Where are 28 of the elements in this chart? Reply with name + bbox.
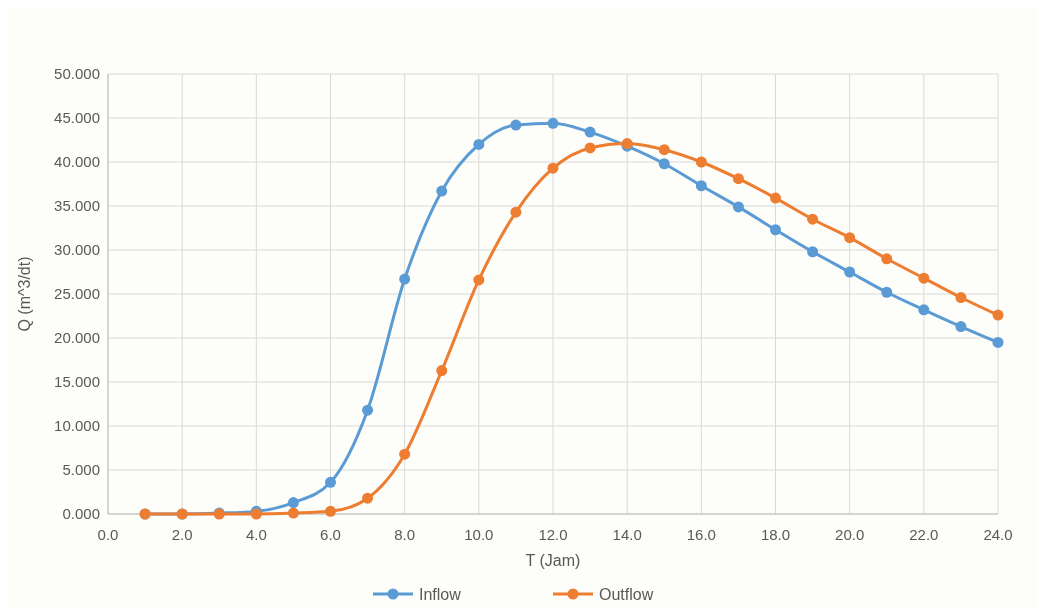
x-tick-label: 12.0 [538, 526, 568, 543]
x-tick-label: 2.0 [171, 526, 193, 543]
y-tick-label: 5.000 [62, 461, 100, 479]
x-tick-label: 10.0 [464, 526, 494, 543]
x-tick-label: 16.0 [686, 526, 716, 543]
x-tick-label: 22.0 [909, 526, 939, 543]
y-tick-label: 40.000 [54, 153, 100, 171]
y-tick-label: 10.000 [54, 417, 100, 435]
legend-label: Outflow [599, 585, 654, 603]
y-tick-label: 50.000 [54, 65, 100, 83]
y-tick-label: 20.000 [54, 329, 100, 347]
y-tick-label: 25.000 [54, 285, 100, 303]
x-tick-label: 6.0 [320, 526, 341, 543]
x-tick-label: 4.0 [245, 526, 267, 543]
x-tick-label: 0.0 [97, 526, 119, 543]
x-tick-label: 24.0 [983, 526, 1013, 543]
y-tick-label: 0.000 [62, 505, 100, 523]
x-tick-label: 14.0 [612, 526, 642, 543]
y-tick-label: 35.000 [54, 197, 100, 215]
x-tick-label: 20.0 [835, 526, 865, 543]
y-tick-label: 15.000 [54, 373, 100, 391]
x-axis-title: T (Jam) [525, 552, 581, 569]
legend-label: Inflow [419, 585, 462, 603]
x-tick-label: 18.0 [760, 526, 791, 543]
x-tick-label: 8.0 [394, 526, 416, 543]
y-axis-title: Q (m^3/dt) [16, 256, 33, 332]
y-tick-label: 30.000 [54, 241, 100, 259]
y-tick-label: 45.000 [54, 109, 100, 127]
